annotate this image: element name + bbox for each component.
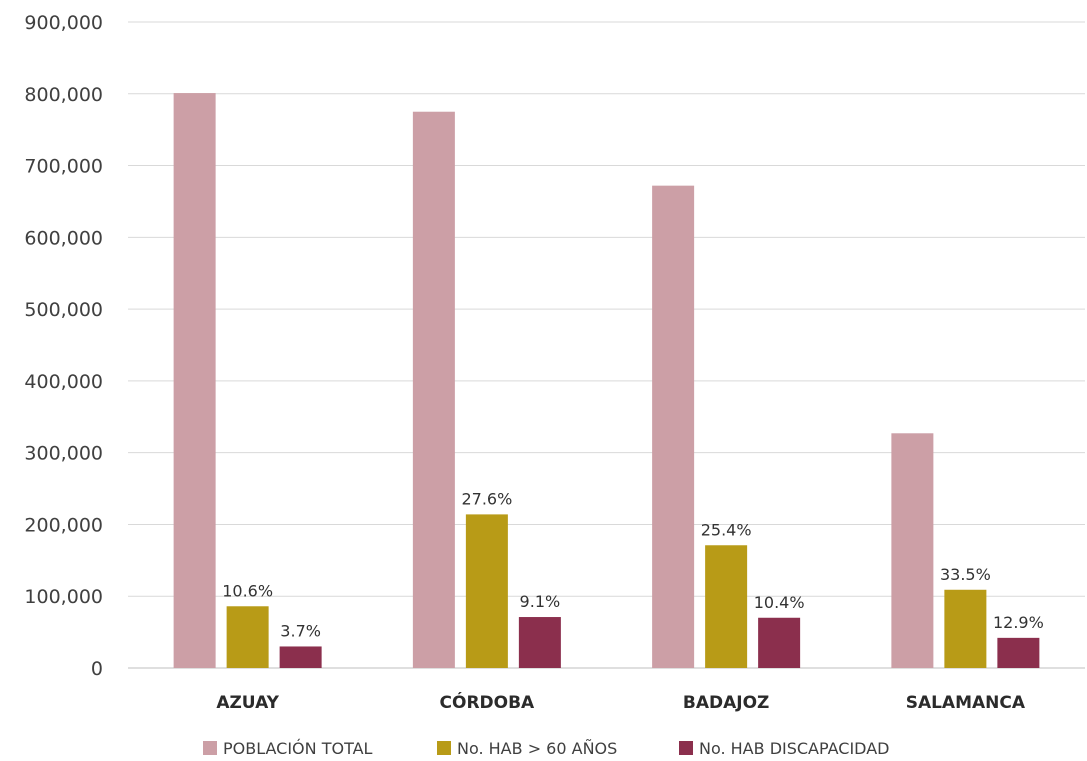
y-tick-label: 0 [91,658,103,680]
y-tick-label: 800,000 [24,84,103,106]
bar [518,617,561,668]
data-label: 12.9% [993,613,1044,632]
legend-swatch [437,741,451,755]
legend-item: No. HAB > 60 AÑOS [437,739,617,758]
legend-label: No. HAB > 60 AÑOS [457,739,617,758]
data-label: 3.7% [280,621,321,640]
y-tick-label: 400,000 [24,371,103,393]
legend-item: No. HAB DISCAPACIDAD [679,739,889,758]
y-tick-label: 100,000 [24,586,103,608]
x-tick-label: CÓRDOBA [440,691,536,713]
x-tick-label: BADAJOZ [683,693,770,713]
bar [465,514,508,668]
bar [758,617,801,668]
data-label: 27.6% [461,489,512,508]
bar [412,111,455,668]
legend-label: POBLACIÓN TOTAL [223,739,373,758]
bar [891,433,934,668]
data-label: 9.1% [520,592,561,611]
bar [173,93,216,668]
bars [173,93,1040,669]
data-labels: 10.6% 3.7% 27.6% 9.1% 25.4% 10.4% 33.5% 12.9% [222,489,1044,640]
y-tick-label: 700,000 [24,156,103,178]
legend: POBLACIÓN TOTAL No. HAB > 60 AÑOS No. HAB … [203,739,889,758]
y-tick-label: 500,000 [24,299,103,321]
legend-swatch [679,741,693,755]
legend-label: No. HAB DISCAPACIDAD [699,739,889,758]
data-label: 10.6% [222,581,273,600]
bar [279,646,322,668]
data-label: 33.5% [940,565,991,584]
data-label: 10.4% [754,593,805,612]
y-tick-label: 300,000 [24,443,103,465]
x-axis: AZUAY CÓRDOBA BADAJOZ SALAMANCA [216,691,1026,713]
y-tick-label: 600,000 [24,227,103,249]
bar [944,589,987,668]
bar [997,637,1040,668]
data-label: 25.4% [701,520,752,539]
bar [652,185,695,669]
x-tick-label: SALAMANCA [906,693,1026,713]
bar [705,545,748,668]
legend-swatch [203,741,217,755]
y-axis: 0 100,000 200,000 300,000 400,000 500,000 600,… [24,12,103,680]
legend-item: POBLACIÓN TOTAL [203,739,373,758]
y-tick-label: 900,000 [24,12,103,34]
bar [226,606,269,668]
x-tick-label: AZUAY [216,693,279,713]
gridlines [128,21,1085,669]
y-tick-label: 200,000 [24,514,103,536]
